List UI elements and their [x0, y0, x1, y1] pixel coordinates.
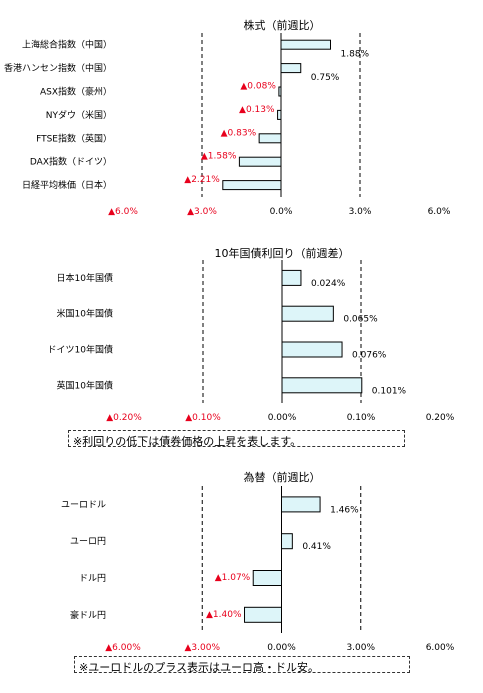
stocks-bar-1	[280, 63, 302, 74]
stocks-value-label-5: ▲1.58%	[201, 152, 237, 162]
stocks-tick-label-3: 3.0%	[349, 207, 372, 217]
stocks-tick-label-0: ▲6.0%	[108, 207, 138, 217]
chart-title-stocks: 株式（前週比）	[243, 19, 321, 32]
bonds-value-label-0: 0.024%	[311, 279, 346, 289]
stocks-bar-5	[238, 156, 282, 167]
stocks-value-label-0: 1.88%	[341, 50, 370, 60]
bonds-tick-label-0: ▲0.20%	[106, 413, 142, 423]
fx-bar-1	[281, 533, 293, 550]
fx-value-label-0: 1.46%	[330, 505, 359, 515]
chart-title-bonds: 10年国債利回り（前週差）	[214, 247, 350, 260]
stocks-value-label-1: 0.75%	[311, 73, 340, 83]
stocks-category-label-5: DAX指数（ドイツ）	[30, 156, 112, 168]
stocks-value-label-4: ▲0.83%	[221, 128, 257, 138]
bonds-value-label-1: 0.065%	[343, 315, 378, 325]
fx-category-label-2: ドル円	[79, 573, 106, 584]
stocks-category-label-4: FTSE指数（英国）	[36, 132, 112, 144]
fx-tick-label-4: 6.00%	[426, 643, 455, 653]
fx-bar-0	[281, 496, 321, 513]
bonds-tick-label-4: 0.20%	[426, 413, 455, 423]
bonds-category-label-0: 日本10年国債	[57, 272, 113, 284]
bonds-bar-0	[281, 269, 302, 286]
bonds-tick-label-3: 0.10%	[347, 413, 376, 423]
stocks-tick-label-2: 0.0%	[270, 207, 293, 217]
bonds-value-label-3: 0.101%	[372, 386, 407, 396]
bonds-bar-2	[281, 341, 343, 358]
fx-bar-3	[244, 606, 282, 623]
fx-category-label-1: ユーロ円	[70, 536, 106, 547]
stocks-category-label-3: NYダウ（米国）	[46, 109, 112, 121]
fx-note: ※ユーロドルのプラス表示はユーロ高・ドル安。	[74, 656, 410, 674]
stocks-bar-0	[280, 39, 332, 50]
bonds-category-label-2: ドイツ10年国債	[48, 344, 113, 356]
stocks-value-label-2: ▲0.08%	[240, 82, 276, 92]
fx-category-label-3: 豪ドル円	[70, 609, 106, 621]
bond-note: ※利回りの低下は債券価格の上昇を表します。	[68, 430, 405, 448]
bonds-tick-label-1: ▲0.10%	[185, 413, 221, 423]
fx-value-label-1: 0.41%	[302, 542, 331, 552]
stocks-bar-3	[277, 109, 282, 120]
fx-value-label-2: ▲1.07%	[215, 573, 251, 583]
stocks-category-label-2: ASX指数（豪州）	[40, 86, 112, 98]
fx-tick-label-3: 3.00%	[346, 643, 375, 653]
fx-tick-label-1: ▲3.00%	[184, 643, 220, 653]
fx-tick-label-2: 0.00%	[267, 643, 296, 653]
stocks-category-label-6: 日経平均株価（日本）	[22, 179, 112, 191]
stocks-bar-4	[258, 133, 282, 144]
bonds-category-label-3: 英国10年国債	[57, 379, 113, 391]
stocks-category-label-1: 香港ハンセン指数（中国）	[4, 62, 112, 74]
bonds-value-label-2: 0.076%	[352, 351, 387, 361]
fx-tick-label-0: ▲6.00%	[105, 643, 141, 653]
bonds-bar-3	[281, 377, 363, 394]
stocks-value-label-6: ▲2.21%	[184, 175, 220, 185]
fx-value-label-3: ▲1.40%	[206, 610, 242, 620]
stocks-bar-6	[222, 180, 282, 191]
fx-bar-2	[252, 570, 282, 586]
stocks-category-label-0: 上海総合指数（中国）	[22, 39, 112, 51]
bonds-category-label-1: 米国10年国債	[57, 308, 113, 320]
stocks-tick-label-1: ▲3.0%	[187, 207, 217, 217]
bonds-tick-label-2: 0.00%	[268, 413, 297, 423]
stocks-tick-label-4: 6.0%	[428, 207, 451, 217]
chart-title-fx: 為替（前週比）	[243, 471, 321, 484]
stocks-value-label-3: ▲0.13%	[239, 105, 275, 115]
fx-category-label-0: ユーロドル	[61, 500, 106, 510]
bonds-bar-1	[281, 305, 334, 322]
